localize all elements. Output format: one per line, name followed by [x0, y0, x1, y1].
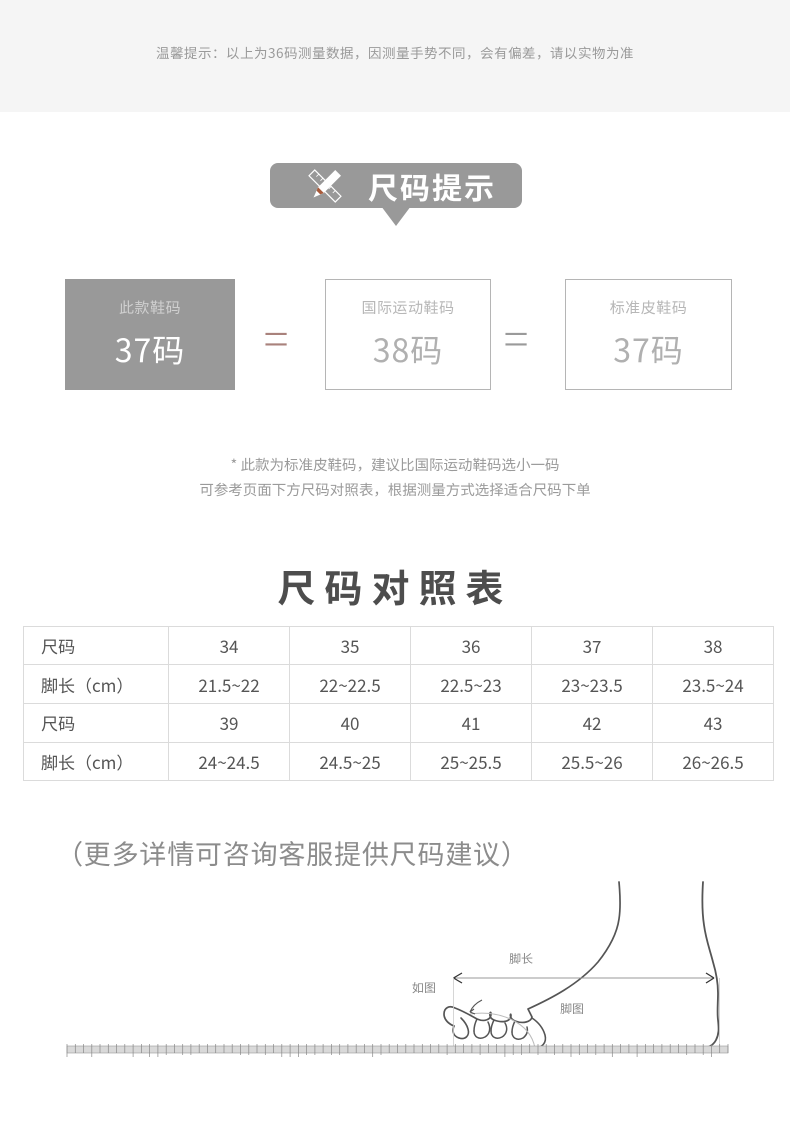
svg-text:如图: 如图: [412, 979, 436, 996]
svg-text:脚图: 脚图: [560, 1000, 584, 1017]
svg-text:脚长: 脚长: [509, 950, 533, 967]
